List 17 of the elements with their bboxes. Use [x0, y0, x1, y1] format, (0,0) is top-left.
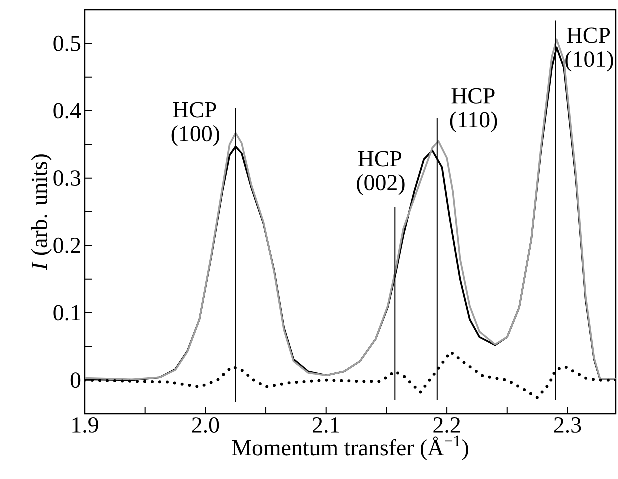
- annotation: HCP (101): [566, 28, 614, 72]
- x-tick-label: 2.0: [192, 418, 220, 434]
- y-tick-label: 0.5: [54, 36, 81, 52]
- y-tick-label: 0.3: [54, 170, 81, 186]
- y-tick-label: 0.4: [54, 103, 82, 119]
- x-axis-title: Momentum transfer (Å$^{−1}$): [232, 436, 468, 460]
- y-tick-label: 0: [70, 372, 81, 388]
- x-tick-label: 2.2: [434, 418, 460, 434]
- x-tick-label: 1.9: [72, 418, 98, 434]
- annotation: HCP (110): [450, 88, 498, 132]
- y-tick-label: 0.2: [54, 238, 80, 254]
- y-tick-label: 0.1: [54, 305, 80, 321]
- x-tick-label: 2.3: [554, 418, 582, 434]
- annotation: HCP (100): [172, 102, 220, 146]
- x-tick-label: 2.1: [313, 418, 340, 434]
- y-axis-title: I (arb. units): [31, 154, 52, 270]
- annotation: HCP (002): [357, 151, 405, 196]
